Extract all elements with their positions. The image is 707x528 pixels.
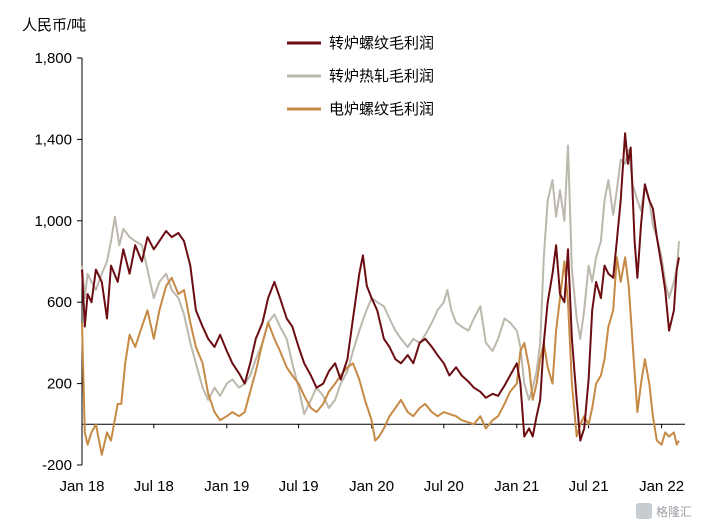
y-axis-unit-label: 人民币/吨 (22, 17, 86, 34)
x-tick-label: Jul 19 (279, 478, 319, 495)
y-tick-label: 1,400 (34, 131, 72, 148)
y-tick-label: -200 (42, 457, 72, 474)
x-tick-label: Jul 21 (569, 478, 609, 495)
axes: -200 200 600 1,000 1,400 1,800 Jan 18 Jul 18 Jan… (34, 50, 685, 495)
watermark: 格隆汇 (636, 503, 692, 519)
x-tick-label: Jan 22 (639, 478, 684, 495)
y-tick-label: 1,000 (34, 213, 72, 230)
series-layer (81, 132, 680, 456)
series-line-3 (81, 256, 680, 456)
watermark-text: 格隆汇 (656, 504, 692, 519)
y-tick-label: 600 (47, 294, 72, 311)
series-line-1 (81, 132, 680, 442)
y-tick-label: 1,800 (34, 50, 72, 67)
legend-label-3: 电炉螺纹毛利润 (329, 101, 434, 118)
legend-label-2: 转炉热轧毛利润 (329, 68, 434, 85)
y-tick-label: 200 (47, 376, 72, 393)
x-tick-label: Jan 18 (59, 478, 104, 495)
legend-label-1: 转炉螺纹毛利润 (329, 35, 434, 52)
watermark-logo-icon (636, 503, 652, 519)
series-line-2 (81, 144, 680, 416)
x-tick-label: Jan 19 (204, 478, 249, 495)
x-tick-label: Jan 21 (494, 478, 539, 495)
x-tick-label: Jul 20 (424, 478, 464, 495)
x-tick-label: Jul 18 (134, 478, 174, 495)
x-tick-label: Jan 20 (349, 478, 394, 495)
